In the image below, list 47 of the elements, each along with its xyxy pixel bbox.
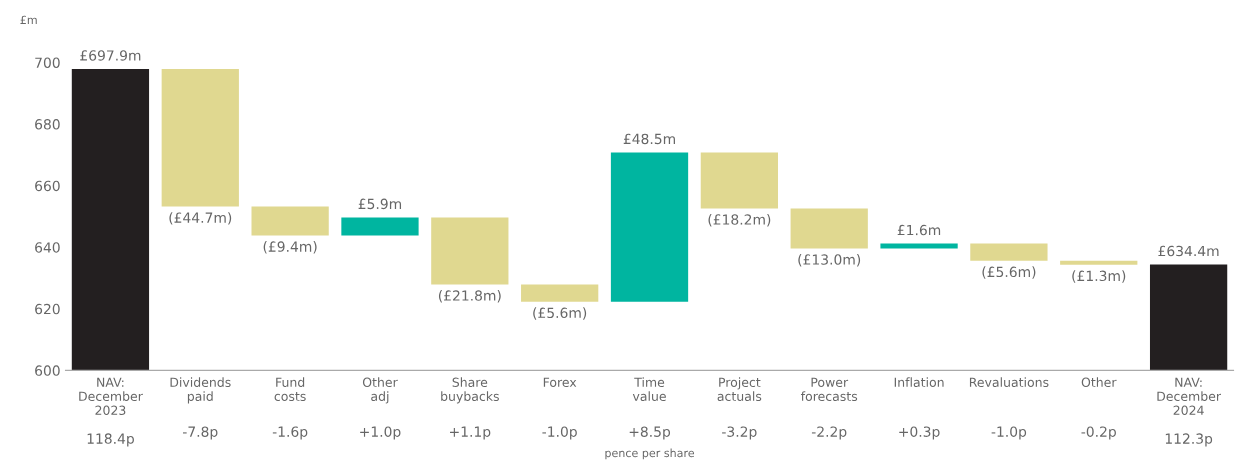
text: -0.2p xyxy=(1081,426,1116,440)
x-tick-label: Share buybacks xyxy=(441,377,499,404)
text: 112.3p xyxy=(1165,433,1213,447)
data-label: £1.6m xyxy=(897,224,941,236)
y-tick-label: 680 xyxy=(35,119,60,130)
data-label: £48.5m xyxy=(623,133,675,145)
x-tick-label: Dividends paid xyxy=(170,377,231,404)
data-label: (£21.8m) xyxy=(438,290,501,303)
y-axis-title: £m xyxy=(20,15,37,24)
y-tick-label: 700 xyxy=(35,57,60,68)
x-tick-label: Revaluations xyxy=(969,377,1049,388)
text: -3.2p xyxy=(722,426,757,440)
text: -2.2p xyxy=(811,426,847,440)
text: -1.0p xyxy=(542,426,577,440)
x-tick-label: NAV: December 2023 xyxy=(79,377,143,416)
x-tick-label: Other adj xyxy=(362,377,398,404)
data-label: (£1.3m) xyxy=(1072,270,1126,283)
data-label: (£18.2m) xyxy=(708,214,771,227)
data-label: (£5.6m) xyxy=(982,266,1036,279)
text: +8.5p xyxy=(629,426,671,440)
text: +1.0p xyxy=(360,426,401,440)
data-label: (£5.6m) xyxy=(533,307,587,320)
x-axis-title: pence per share xyxy=(605,448,695,460)
text: -1.6p xyxy=(272,426,308,440)
y-tick-label: 600 xyxy=(35,365,60,376)
text: 118.4p xyxy=(87,433,134,447)
x-tick-label: Time value xyxy=(632,377,666,402)
y-tick-label: 640 xyxy=(35,242,60,253)
text: +1.1p xyxy=(450,426,491,440)
data-label: (£44.7m) xyxy=(169,212,232,225)
text: -7.8p xyxy=(183,426,218,440)
text: +0.3p xyxy=(899,426,940,440)
y-tick-label: 660 xyxy=(35,180,60,192)
x-tick-label: Power forecasts xyxy=(800,377,858,402)
data-label: £5.9m xyxy=(358,198,402,210)
data-label: £697.9m xyxy=(80,50,141,61)
x-tick-label: Project actuals xyxy=(717,377,762,402)
x-tick-label: Other xyxy=(1081,377,1117,388)
y-tick-label: 620 xyxy=(35,303,60,315)
text: -1.0p xyxy=(991,426,1027,440)
x-tick-label: Inflation xyxy=(894,377,944,388)
x-tick-label: Fund costs xyxy=(274,377,306,402)
data-label: (£9.4m) xyxy=(263,241,317,254)
data-label: £634.4m xyxy=(1158,245,1219,257)
x-tick-label: Forex xyxy=(543,377,577,388)
data-label: (£13.0m) xyxy=(798,254,861,267)
x-tick-label: NAV: December 2024 xyxy=(1157,377,1222,416)
